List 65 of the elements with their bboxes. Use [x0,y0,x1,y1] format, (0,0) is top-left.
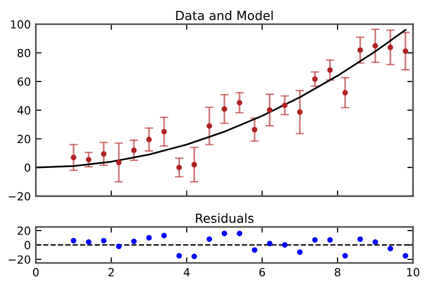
y-tick-label: 80 [18,48,30,58]
y-tick-label: 20 [18,134,30,144]
x-tick-label: 4 [184,268,190,276]
point [86,239,92,245]
point [222,230,228,236]
point [222,106,228,112]
point [357,47,363,53]
y-tick-label: 0 [24,240,30,250]
point [161,232,167,238]
point [116,160,122,166]
point [70,154,76,160]
point [266,240,272,246]
point [342,252,348,259]
point [252,247,258,253]
y-tick-label: 0 [24,163,30,172]
x-tick-label: 10 [407,268,420,276]
point [86,156,92,162]
point [388,44,394,50]
y-tick-label: 60 [18,77,30,86]
point [402,48,408,54]
point [327,237,333,243]
point [372,43,378,49]
point [357,236,363,242]
point [297,109,303,115]
x-tick-label: 8 [334,268,340,276]
point [176,252,182,259]
point [236,100,242,106]
point [191,254,198,260]
y-tick-label: −20 [8,255,30,264]
y-tick-label: −20 [8,192,30,201]
point [312,76,318,82]
y-tick-label: 20 [18,226,30,235]
point [327,67,333,73]
point [206,123,212,129]
point [266,107,272,113]
point [372,239,378,245]
x-tick-label: 0 [33,268,39,276]
point [388,246,394,252]
point [342,90,348,96]
point [282,242,288,248]
point [252,126,258,132]
point [312,237,318,243]
point [161,128,167,134]
point [131,148,137,154]
point [100,238,107,244]
point [116,244,122,250]
point [282,102,288,108]
point [176,164,182,170]
chart-title: Residuals [196,213,254,223]
line-series [36,29,406,168]
point [297,249,303,255]
point [146,136,152,142]
x-tick-label: 6 [259,268,265,276]
point [206,236,212,242]
point [236,230,242,236]
point [70,238,76,244]
y-tick-label: 100 [11,20,30,29]
y-tick-label: 40 [17,106,30,115]
point [100,151,107,157]
chart-title: Data and Model [176,10,273,20]
point [402,252,408,259]
point [131,238,137,244]
x-tick-label: 2 [108,268,114,276]
point [191,162,198,168]
point [146,234,152,241]
